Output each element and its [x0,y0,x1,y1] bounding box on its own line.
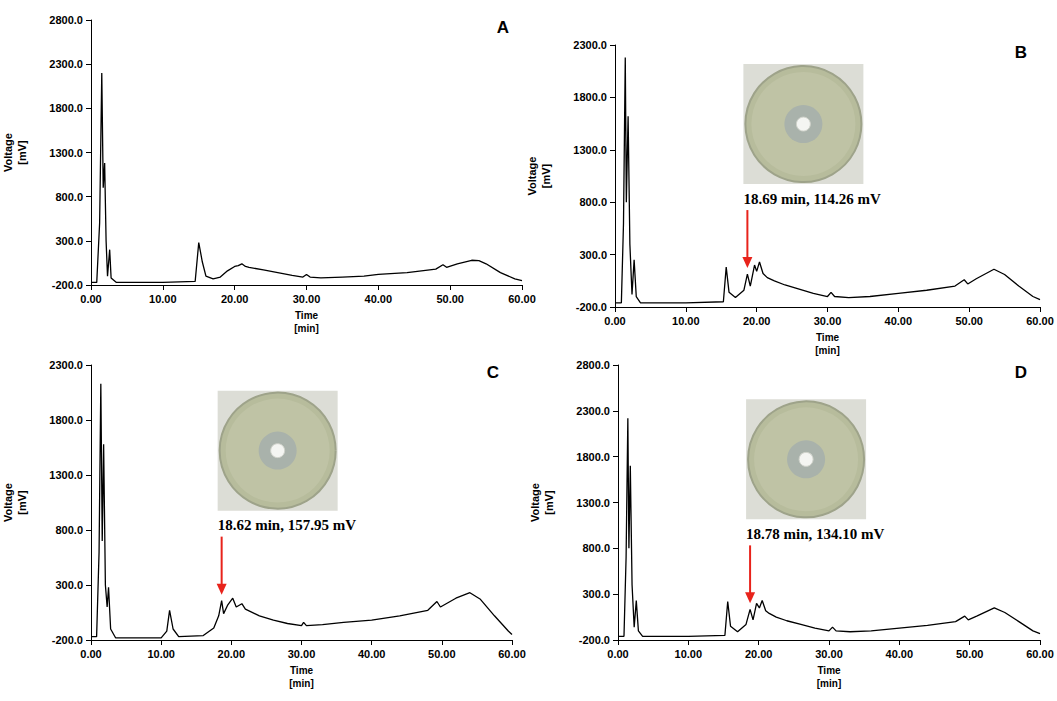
svg-text:-200.0: -200.0 [52,279,83,291]
svg-text:60.00: 60.00 [1026,648,1054,660]
svg-text:A: A [497,18,509,37]
svg-text:40.00: 40.00 [886,648,914,660]
svg-text:60.00: 60.00 [1026,315,1054,327]
svg-text:Voltage: Voltage [526,157,538,196]
svg-text:[min]: [min] [815,345,839,356]
svg-text:30.00: 30.00 [815,648,843,660]
svg-text:300.0: 300.0 [582,588,610,600]
svg-text:[min]: [min] [817,678,841,689]
svg-text:18.78 min, 134.10 mV: 18.78 min, 134.10 mV [746,526,885,542]
svg-text:[min]: [min] [294,323,318,334]
svg-text:[mV]: [mV] [543,490,555,515]
svg-text:2300.0: 2300.0 [576,405,610,417]
svg-text:800.0: 800.0 [582,542,610,554]
svg-text:D: D [1015,363,1027,382]
svg-text:-200.0: -200.0 [576,301,607,313]
svg-text:30.00: 30.00 [293,293,321,305]
svg-text:2300.0: 2300.0 [573,39,607,51]
svg-text:30.00: 30.00 [288,648,316,660]
svg-text:300.0: 300.0 [55,235,83,247]
svg-text:50.00: 50.00 [436,293,464,305]
svg-text:B: B [1015,43,1027,62]
svg-text:Time: Time [290,665,314,676]
svg-text:[min]: [min] [289,678,313,689]
svg-text:800.0: 800.0 [55,524,83,536]
svg-text:50.00: 50.00 [956,648,984,660]
svg-text:18.69 min, 114.26 mV: 18.69 min, 114.26 mV [743,191,881,207]
svg-text:20.00: 20.00 [221,293,249,305]
svg-text:10.00: 10.00 [147,648,175,660]
svg-text:30.00: 30.00 [814,315,842,327]
svg-text:Time: Time [817,665,841,676]
svg-text:1800.0: 1800.0 [573,91,607,103]
svg-text:20.00: 20.00 [745,648,773,660]
svg-text:50.00: 50.00 [428,648,456,660]
svg-text:300.0: 300.0 [55,579,83,591]
svg-text:10.00: 10.00 [675,648,703,660]
svg-text:50.00: 50.00 [955,315,983,327]
svg-text:18.62 min, 157.95 mV: 18.62 min, 157.95 mV [218,517,357,533]
svg-text:20.00: 20.00 [743,315,771,327]
svg-text:0.00: 0.00 [607,648,628,660]
svg-text:Voltage: Voltage [2,483,14,522]
svg-text:10.00: 10.00 [672,315,700,327]
svg-text:-200.0: -200.0 [52,634,83,646]
svg-text:-200.0: -200.0 [579,634,610,646]
svg-text:C: C [487,363,499,382]
svg-text:Voltage: Voltage [529,483,541,522]
svg-text:800.0: 800.0 [55,191,83,203]
svg-text:2300.0: 2300.0 [49,359,83,371]
svg-text:1800.0: 1800.0 [49,102,83,114]
svg-text:1300.0: 1300.0 [49,147,83,159]
svg-text:Time: Time [816,332,840,343]
svg-text:0.00: 0.00 [80,648,101,660]
svg-text:[mV]: [mV] [16,140,28,165]
svg-text:2300.0: 2300.0 [49,58,83,70]
svg-text:60.00: 60.00 [508,293,536,305]
svg-text:20.00: 20.00 [218,648,246,660]
svg-text:40.00: 40.00 [365,293,393,305]
svg-text:40.00: 40.00 [358,648,386,660]
svg-text:[mV]: [mV] [540,163,552,188]
svg-text:1300.0: 1300.0 [576,497,610,509]
svg-text:[mV]: [mV] [16,490,28,515]
svg-text:Time: Time [295,310,319,321]
svg-text:0.00: 0.00 [604,315,625,327]
svg-text:60.00: 60.00 [498,648,526,660]
svg-text:40.00: 40.00 [885,315,913,327]
svg-text:2800.0: 2800.0 [49,14,83,26]
svg-text:10.00: 10.00 [149,293,177,305]
svg-text:0.00: 0.00 [80,293,101,305]
svg-text:Voltage: Voltage [2,133,14,172]
svg-text:2800.0: 2800.0 [576,359,610,371]
svg-text:1800.0: 1800.0 [576,451,610,463]
svg-text:1300.0: 1300.0 [573,144,607,156]
svg-text:1800.0: 1800.0 [49,414,83,426]
svg-text:300.0: 300.0 [579,249,607,261]
svg-text:800.0: 800.0 [579,196,607,208]
svg-text:1300.0: 1300.0 [49,469,83,481]
